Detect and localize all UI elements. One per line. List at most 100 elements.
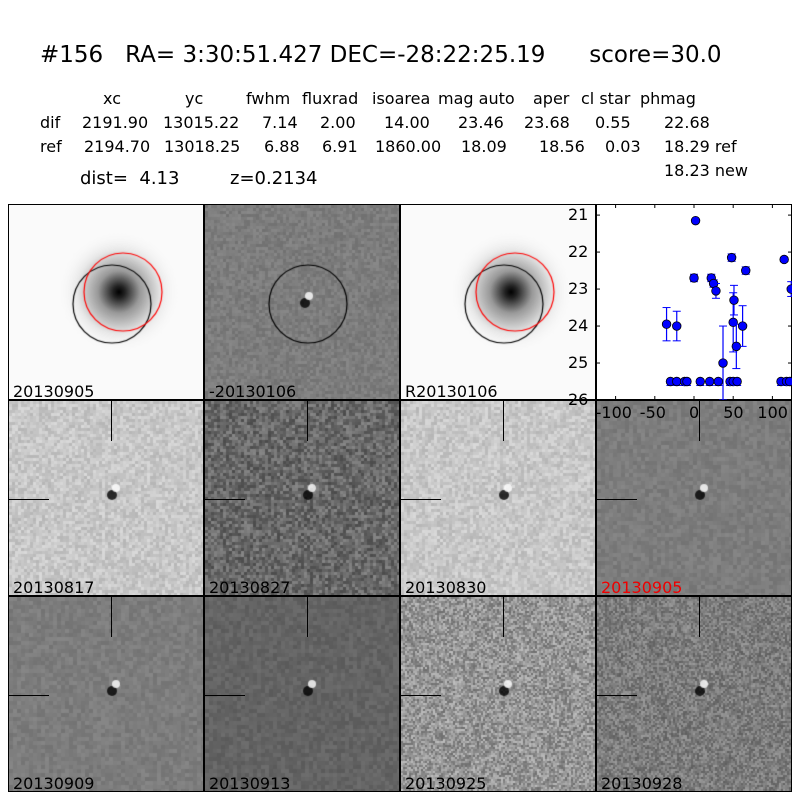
data-point: [690, 215, 701, 226]
image-stamp: 20130928: [596, 596, 792, 792]
light-curve-svg: [596, 204, 792, 400]
stamp-image: [401, 205, 595, 399]
x-tick-label: 100: [757, 403, 788, 422]
column-header: cl star: [581, 89, 631, 108]
column-header: fwhm: [246, 89, 291, 108]
upper-limit-point: [672, 376, 682, 387]
column-header: yc: [185, 89, 204, 108]
stamp-date-label: 20130905: [13, 382, 95, 400]
plot-frame: [596, 204, 792, 400]
phmag-new: 18.23 new: [664, 161, 748, 180]
ref-cell: 13018.25: [164, 137, 241, 156]
image-stamp: 20130817: [8, 400, 204, 596]
stamp-image: [9, 597, 203, 791]
crosshair-horizontal: [205, 695, 245, 696]
crosshair-vertical: [307, 401, 308, 441]
data-point: [726, 252, 737, 263]
stamp-date-label: 20130913: [209, 774, 291, 792]
data-point: [661, 319, 672, 329]
redshift-value: z=0.2134: [230, 168, 318, 189]
image-stamp: 20130913: [204, 596, 400, 792]
dif-cell: 14.00: [384, 113, 430, 132]
dif-cell: 13015.22: [163, 113, 240, 132]
data-point: [737, 321, 748, 331]
stamp-date-label: 20130827: [209, 578, 291, 596]
y-tick-label: 23: [568, 279, 589, 299]
image-stamp: 20130925: [400, 596, 596, 792]
data-point: [711, 286, 721, 296]
image-stamp: 20130905: [596, 400, 792, 596]
crosshair-horizontal: [9, 499, 49, 500]
dif-cell: 7.14: [262, 113, 298, 132]
upper-limit-point: [695, 376, 705, 387]
crosshair-vertical: [699, 401, 700, 441]
stamp-image: [597, 401, 791, 595]
stamp-date-label: 20130830: [405, 578, 487, 596]
crosshair-horizontal: [9, 695, 49, 696]
data-point: [779, 254, 789, 265]
ref-cell: 6.88: [264, 137, 300, 156]
data-point: [741, 265, 751, 276]
crosshair-vertical: [503, 597, 504, 637]
stamp-image: [205, 401, 399, 595]
upper-limit-point: [682, 376, 692, 387]
upper-limit-point: [784, 376, 792, 387]
image-stamp: R20130106: [400, 204, 596, 400]
dif-cell: 0.55: [595, 113, 631, 132]
dist-value: dist= 4.13: [80, 168, 180, 189]
upper-limit-point: [704, 376, 715, 387]
column-header: aper: [533, 89, 570, 108]
stamp-image: [205, 597, 399, 791]
x-tick-label: 0: [689, 403, 700, 422]
crosshair-horizontal: [597, 499, 637, 500]
row-label-ref: ref: [40, 137, 62, 156]
stamp-date-label: R20130106: [405, 382, 498, 400]
data-point: [672, 321, 682, 331]
ref-cell: 18.56: [539, 137, 585, 156]
ref-cell: 18.09: [461, 137, 507, 156]
dif-cell: 23.46: [458, 113, 504, 132]
crosshair-horizontal: [205, 499, 245, 500]
y-tick-label: 21: [568, 205, 589, 225]
column-header: fluxrad: [302, 89, 359, 108]
crosshair-vertical: [111, 401, 112, 441]
dif-cell: 2.00: [320, 113, 356, 132]
image-stamp: 20130830: [400, 400, 596, 596]
column-header: phmag: [640, 89, 696, 108]
stamp-image: [401, 401, 595, 595]
crosshair-horizontal: [401, 695, 441, 696]
x-tick-label: -100: [595, 403, 632, 422]
crosshair-vertical: [307, 597, 308, 637]
data-point: [689, 273, 699, 283]
x-tick-label: -50: [639, 403, 666, 422]
image-stamp: -20130106: [204, 204, 400, 400]
row-label-dif: dif: [40, 113, 61, 132]
stamp-image: [597, 597, 791, 791]
stamp-image: [9, 205, 203, 399]
stamp-date-label: -20130106: [209, 382, 297, 400]
data-point: [718, 358, 728, 368]
candidate-title: #156 RA= 3:30:51.427 DEC=-28:22:25.19 sc…: [40, 42, 722, 68]
y-tick-label: 22: [568, 242, 589, 262]
stamp-image: [401, 597, 595, 791]
data-point: [729, 295, 739, 305]
stamp-image: [205, 205, 399, 399]
ref-cell: 18.29 ref: [664, 137, 737, 156]
ref-cell: 1860.00: [375, 137, 442, 156]
x-tick-label: 50: [723, 403, 744, 422]
stamp-image: [9, 401, 203, 595]
crosshair-vertical: [111, 597, 112, 637]
column-header: isoarea: [372, 89, 431, 108]
data-point: [786, 284, 792, 294]
upper-limit-point: [732, 376, 742, 387]
y-tick-label: 24: [568, 316, 589, 336]
crosshair-horizontal: [597, 695, 637, 696]
dif-cell: 2191.90: [82, 113, 149, 132]
stamp-date-label: 20130909: [13, 774, 95, 792]
ref-cell: 6.91: [322, 137, 358, 156]
ref-cell: 2194.70: [84, 137, 151, 156]
stamp-date-label: 20130928: [601, 774, 683, 792]
image-stamp: 20130909: [8, 596, 204, 792]
column-header: xc: [103, 89, 121, 108]
light-curve-plot: 21 22 23 24 25 26 -100 -50 0 50 100: [568, 204, 792, 422]
